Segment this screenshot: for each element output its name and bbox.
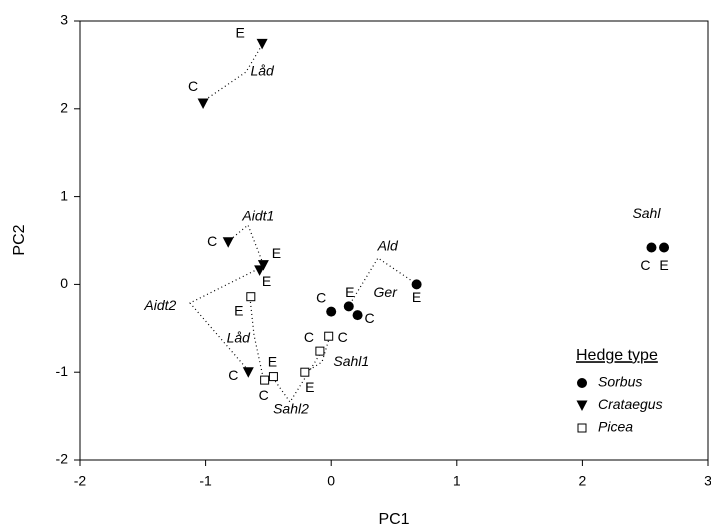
point-label: C (304, 329, 314, 345)
annotation: Aidt2 (143, 297, 176, 313)
point-label: C (228, 367, 238, 383)
point (315, 346, 325, 356)
connector (229, 224, 263, 262)
y-tick-label: 3 (60, 12, 68, 28)
point (411, 279, 422, 290)
y-tick-label: 1 (60, 187, 68, 203)
point-label: C (207, 233, 217, 249)
point (222, 237, 234, 248)
point (324, 331, 334, 341)
x-tick-label: -2 (74, 473, 87, 489)
plot-frame (79, 20, 709, 461)
annotation: Sahl (632, 205, 661, 221)
point (343, 301, 354, 312)
legend-label: Picea (598, 419, 633, 435)
point-label: E (262, 273, 271, 289)
point-label: E (272, 245, 281, 261)
y-tick-label: 2 (60, 100, 68, 116)
point (254, 265, 266, 276)
annotation: Aidt1 (241, 207, 274, 223)
annotation: Ald (377, 237, 399, 253)
connector (249, 297, 264, 378)
point-label: C (640, 257, 650, 273)
y-axis-title: PC2 (11, 224, 28, 255)
annotation: Sahl2 (273, 401, 309, 417)
annotation: Låd (227, 330, 252, 346)
x-axis-title: PC1 (378, 511, 409, 528)
legend-marker (577, 423, 587, 433)
x-tick-label: 0 (327, 473, 335, 489)
x-tick-label: 2 (579, 473, 587, 489)
point (326, 306, 337, 317)
legend-marker (577, 378, 587, 388)
point (300, 367, 310, 377)
point (256, 38, 268, 50)
x-tick-label: 3 (704, 473, 711, 489)
legend-marker (576, 400, 588, 411)
point-label: C (338, 329, 348, 345)
point (352, 310, 363, 321)
annotation: Ger (374, 284, 399, 300)
connector (204, 44, 263, 101)
point (659, 242, 670, 253)
point (268, 372, 278, 382)
x-tick-label: -1 (199, 473, 212, 489)
y-tick-label: -2 (56, 451, 69, 467)
point-label: E (412, 289, 421, 305)
annotation: Sahl1 (333, 353, 369, 369)
point-label: E (659, 257, 668, 273)
x-tick-label: 1 (453, 473, 461, 489)
point (197, 98, 209, 110)
point-label: C (188, 78, 198, 94)
legend-label: Sorbus (598, 374, 642, 390)
point-label: E (345, 284, 354, 300)
legend-title: Hedge type (576, 347, 658, 364)
point-label: E (235, 25, 244, 41)
annotation: Låd (250, 63, 275, 79)
point-label: C (316, 289, 326, 305)
connector-lines (189, 44, 416, 404)
y-tick-label: -1 (56, 363, 69, 379)
point-label: C (259, 387, 269, 403)
legend-label: Crataegus (598, 396, 663, 412)
y-tick-label: 0 (60, 275, 68, 291)
point (646, 242, 657, 253)
point (260, 375, 270, 385)
point-label: C (365, 310, 375, 326)
point-label: E (268, 353, 277, 369)
point-label: E (234, 302, 243, 318)
point-label: E (305, 379, 314, 395)
point (242, 367, 254, 378)
point (257, 260, 269, 271)
point (246, 292, 256, 302)
connector (189, 268, 259, 370)
